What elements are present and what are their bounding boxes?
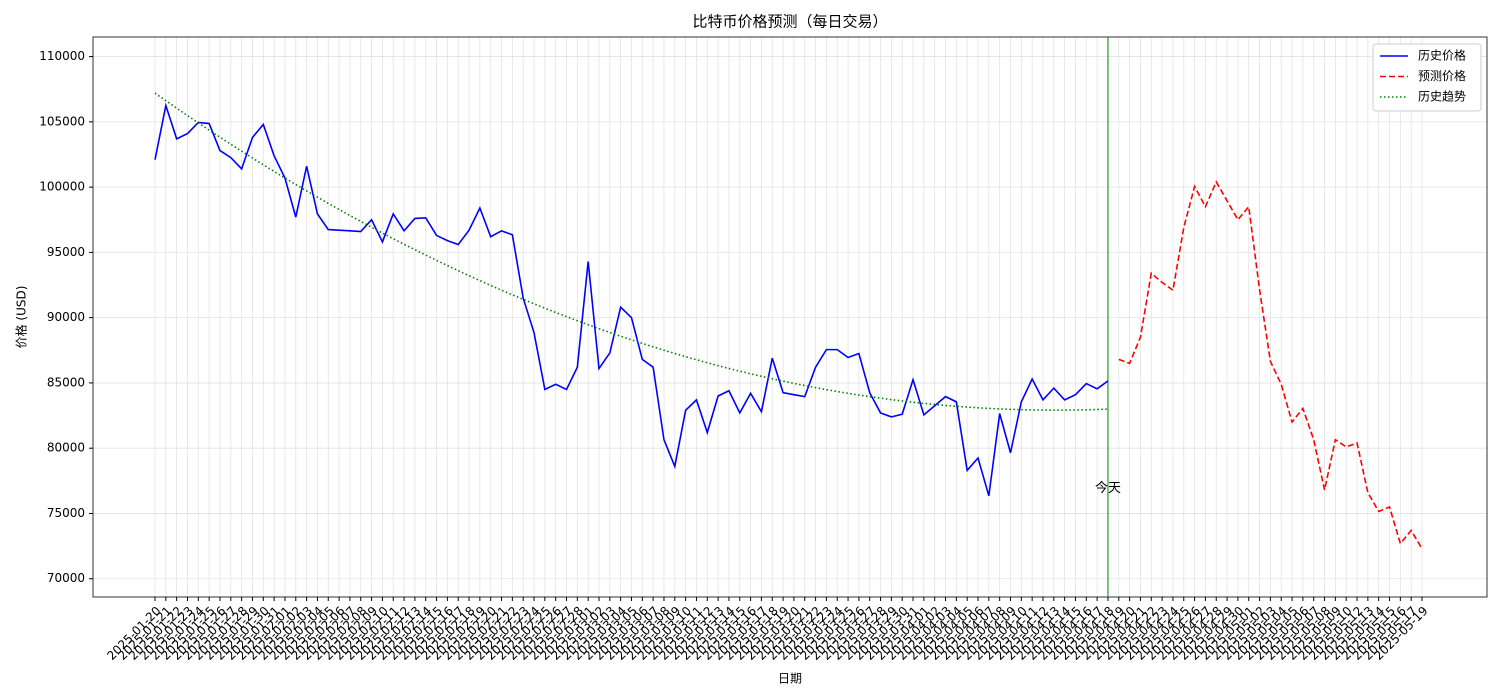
series-line <box>1118 180 1423 550</box>
y-tick-label: 90000 <box>47 310 85 324</box>
x-axis-label: 日期 <box>778 672 802 686</box>
y-tick-label: 85000 <box>47 375 85 389</box>
y-tick-label: 110000 <box>39 49 85 63</box>
today-label: 今天 <box>1095 480 1121 496</box>
y-tick-label: 75000 <box>47 506 85 520</box>
y-tick-label: 95000 <box>47 245 85 259</box>
series-line <box>154 102 1109 497</box>
plot-frame <box>92 36 1488 598</box>
y-axis-label: 价格 (USD) <box>14 286 29 349</box>
series-line <box>154 92 1108 411</box>
legend-box <box>1372 43 1482 112</box>
y-tick-label: 105000 <box>39 114 85 128</box>
legend-label: 预测价格 <box>1418 68 1466 83</box>
chart-title: 比特币价格预测（每日交易） <box>692 13 887 31</box>
legend-label: 历史趋势 <box>1418 90 1466 104</box>
legend-label: 历史价格 <box>1418 48 1466 63</box>
y-tick-label: 80000 <box>47 441 85 455</box>
y-tick-label: 100000 <box>39 180 85 194</box>
y-tick-label: 70000 <box>47 571 85 585</box>
